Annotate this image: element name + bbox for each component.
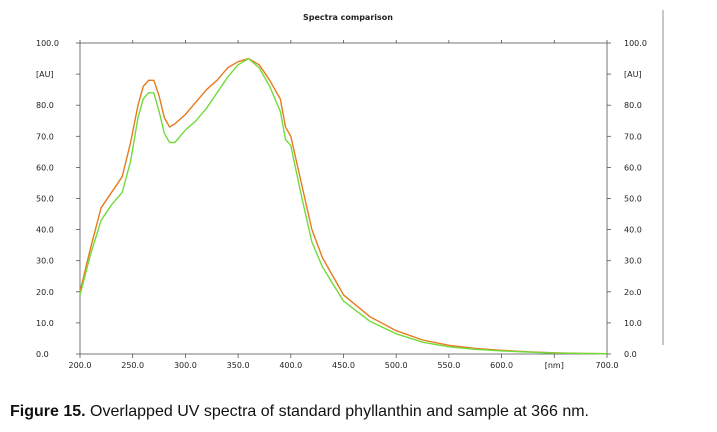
x-tick-label: 500.0: [385, 361, 408, 370]
y-tick-label-right: 60.0: [624, 163, 642, 172]
y-tick-label-right: 70.0: [624, 132, 642, 141]
y-tick-label-left: 30.0: [36, 257, 54, 266]
plot-area-frame: [79, 42, 608, 355]
x-tick-label: 200.0: [69, 361, 92, 370]
x-tick-label: 600.0: [490, 361, 513, 370]
series-line-0: [79, 57, 608, 355]
caption-label: Figure 15.: [10, 403, 86, 420]
y-tick-label-left: 80.0: [36, 101, 54, 110]
axis-ticks: 0.0 0.0 10.0 10.0 20.0 2o.0 30.0 30.0 40.0 40.0 50…: [36, 39, 647, 370]
series-line-1: [79, 57, 608, 355]
chart-title: Spectra comparison: [303, 13, 393, 22]
y-tick-label-right: 0.0: [624, 350, 637, 359]
x-tick-label: 300.0: [174, 361, 197, 370]
y-tick-label-right: 2o.0: [624, 288, 641, 297]
spectra-chart: Spectra comparison 0.0 0.0 10.0 10.0 20.0 2o.…: [36, 10, 664, 370]
caption-text: Overlapped UV spectra of standard phylla…: [85, 403, 589, 420]
y-tick-label-left: [AU]: [36, 70, 54, 79]
y-tick-label-right: 30.0: [624, 257, 642, 266]
y-tick-label-left: 70.0: [36, 132, 54, 141]
y-tick-label-left: 50.0: [36, 195, 54, 204]
y-tick-label-right: 10.0: [624, 319, 642, 328]
y-tick-label-left: 20.0: [36, 288, 54, 297]
y-tick-label-right: 50.0: [624, 195, 642, 204]
y-tick-label-left: 60.0: [36, 163, 54, 172]
series-lines: [79, 57, 608, 355]
y-tick-label-right: 80.0: [624, 101, 642, 110]
y-tick-label-right: [AU]: [624, 70, 642, 79]
x-tick-label: 350.0: [227, 361, 250, 370]
y-tick-label-left: 40.0: [36, 226, 54, 235]
y-tick-label-left: 10.0: [36, 319, 54, 328]
y-tick-label-right: 100.0: [624, 39, 647, 48]
figure-caption: Figure 15. Overlapped UV spectra of stan…: [10, 403, 710, 421]
y-tick-label-left: 0.0: [36, 350, 49, 359]
x-tick-label: 250.0: [121, 361, 144, 370]
x-tick-label: 450.0: [332, 361, 355, 370]
y-tick-label-right: 40.0: [624, 226, 642, 235]
x-tick-label: [nm]: [545, 361, 564, 370]
y-tick-label-left: 100.0: [36, 39, 59, 48]
x-tick-label: 700.0: [596, 361, 619, 370]
x-tick-label: 550.0: [437, 361, 460, 370]
x-tick-label: 400.0: [279, 361, 302, 370]
